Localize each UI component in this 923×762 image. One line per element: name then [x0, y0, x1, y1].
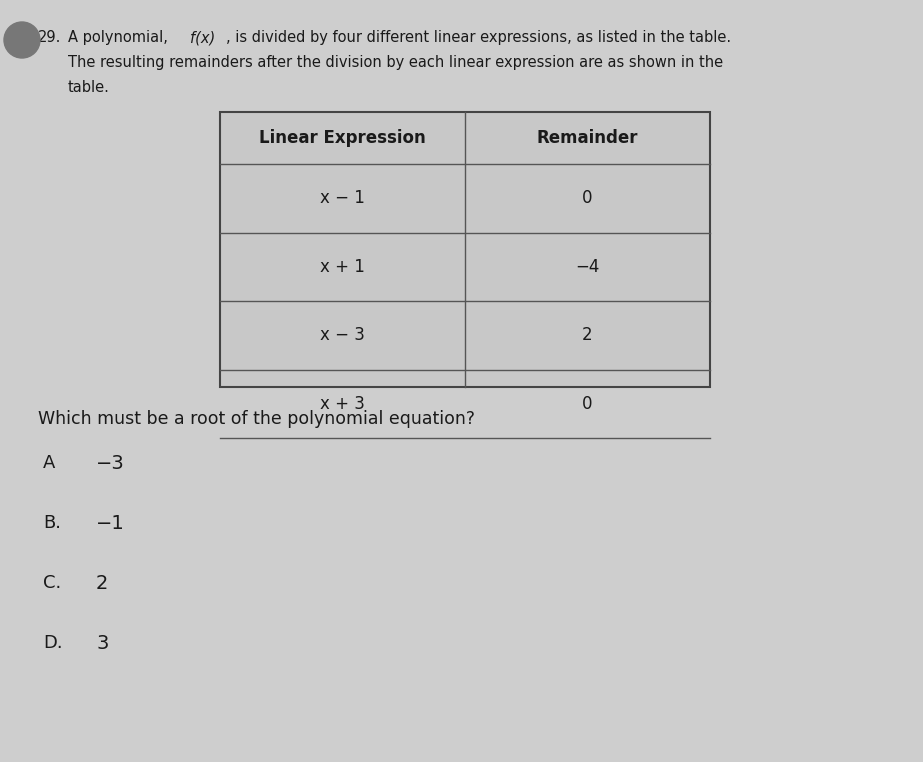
- Text: 0: 0: [582, 395, 593, 413]
- Text: 3: 3: [96, 634, 108, 653]
- Text: A: A: [43, 454, 55, 472]
- Text: Remainder: Remainder: [537, 129, 638, 147]
- Text: D.: D.: [43, 634, 63, 652]
- Text: x + 1: x + 1: [320, 258, 365, 276]
- Bar: [220, 112, 710, 387]
- Text: −3: −3: [96, 454, 125, 473]
- Text: C.: C.: [43, 574, 61, 592]
- Text: 29.: 29.: [38, 30, 61, 45]
- Text: 2: 2: [582, 326, 593, 344]
- Text: B.: B.: [43, 514, 61, 532]
- Text: Linear Expression: Linear Expression: [259, 129, 426, 147]
- Text: A polynomial,: A polynomial,: [68, 30, 173, 45]
- Text: −4: −4: [575, 258, 600, 276]
- Text: Which must be a root of the polynomial equation?: Which must be a root of the polynomial e…: [38, 410, 475, 428]
- Text: 2: 2: [96, 574, 108, 593]
- Circle shape: [4, 22, 40, 58]
- Text: x − 3: x − 3: [320, 326, 365, 344]
- Text: table.: table.: [68, 80, 110, 95]
- Text: −1: −1: [96, 514, 125, 533]
- Text: , is divided by four different linear expressions, as listed in the table.: , is divided by four different linear ex…: [226, 30, 731, 45]
- Text: The resulting remainders after the division by each linear expression are as sho: The resulting remainders after the divis…: [68, 55, 723, 70]
- Text: f(x): f(x): [190, 30, 215, 45]
- Text: x + 3: x + 3: [320, 395, 365, 413]
- Text: 0: 0: [582, 189, 593, 207]
- Text: x − 1: x − 1: [320, 189, 365, 207]
